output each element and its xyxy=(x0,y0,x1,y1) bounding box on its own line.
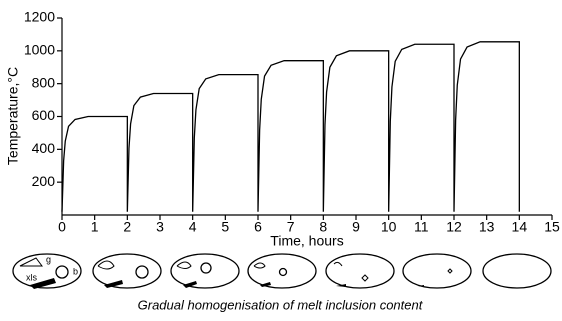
x-tick-label: 4 xyxy=(189,219,197,235)
y-axis-label: Temperature,°C xyxy=(5,67,21,165)
bubble xyxy=(56,266,68,278)
inclusion xyxy=(326,254,394,288)
bubble xyxy=(280,269,287,276)
y-tick-label: 200 xyxy=(32,173,56,189)
label: g xyxy=(46,254,51,264)
x-tick-label: 9 xyxy=(352,219,360,235)
bubble xyxy=(136,266,148,278)
x-tick-label: 10 xyxy=(381,219,397,235)
x-tick-label: 3 xyxy=(156,219,164,235)
x-tick-label: 0 xyxy=(58,219,66,235)
y-tick-label: 600 xyxy=(32,107,56,123)
x-axis-label: Time, hours xyxy=(270,233,343,249)
x-tick-label: 14 xyxy=(512,219,528,235)
y-tick-label: 1000 xyxy=(24,42,55,58)
y-tick-label: 1200 xyxy=(24,9,55,25)
inclusion xyxy=(93,254,161,288)
bubble xyxy=(201,263,211,273)
y-tick-label: 400 xyxy=(32,140,56,156)
x-tick-label: 12 xyxy=(446,219,462,235)
x-tick-label: 7 xyxy=(287,219,295,235)
chart: Temperature,°C Time, hours xls g b Gradu… xyxy=(0,0,562,316)
caption: Gradual homogenisation of melt inclusion… xyxy=(138,297,424,312)
x-tick-label: 11 xyxy=(414,219,429,235)
x-tick-label: 1 xyxy=(91,219,99,235)
inclusion xyxy=(483,254,551,288)
data-line xyxy=(62,42,519,212)
label: xls xyxy=(26,272,37,282)
label: b xyxy=(73,266,78,276)
x-tick-label: 2 xyxy=(123,219,131,235)
inclusion xyxy=(403,254,471,288)
inclusion-diagrams: xls g b xyxy=(13,254,551,289)
x-tick-label: 13 xyxy=(479,219,495,235)
x-tick-label: 6 xyxy=(254,219,262,235)
x-tick-label: 5 xyxy=(221,219,229,235)
x-tick-label: 8 xyxy=(319,219,327,235)
y-tick-label: 800 xyxy=(32,74,56,90)
x-tick-label: 15 xyxy=(544,219,560,235)
